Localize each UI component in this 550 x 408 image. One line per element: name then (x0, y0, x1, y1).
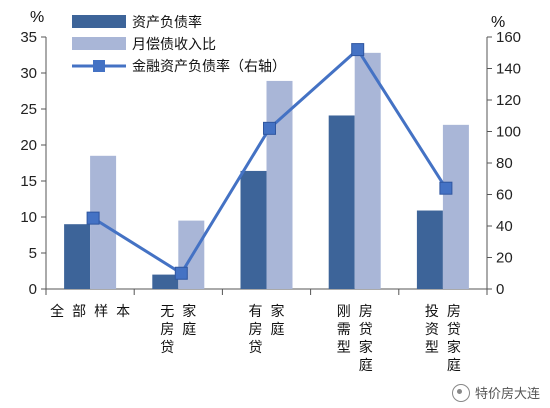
y-right-tick-label: 80 (496, 155, 513, 172)
x-category-label: 房 (359, 304, 373, 320)
x-category-label: 需 (337, 322, 351, 338)
y-right-tick-label: 160 (496, 29, 521, 46)
legend-label: 金融资产负债率（右轴） (132, 58, 286, 75)
y-right-tick-label: 100 (496, 124, 521, 141)
x-category-label: 庭 (359, 357, 373, 374)
y-left-tick-label: 15 (20, 173, 37, 190)
x-category-label: 刚 (337, 304, 351, 320)
bar-asset-liability (64, 224, 91, 289)
y-right-tick-label: 140 (496, 61, 521, 78)
x-category-label: 部 (72, 304, 86, 320)
y-left-tick-label: 10 (20, 209, 37, 226)
bar-asset-liability (328, 115, 355, 289)
x-category-label: 型 (425, 340, 439, 356)
watermark: 特价房大连 (451, 383, 540, 402)
x-category-label: 贷 (160, 340, 174, 356)
y-right-tick-label: 0 (496, 281, 504, 298)
wechat-icon (451, 383, 470, 402)
x-category-label: 庭 (271, 321, 285, 338)
x-category-label: 型 (337, 340, 351, 356)
line-marker (86, 211, 100, 225)
y-left-tick-label: 30 (20, 65, 37, 82)
x-category-label: 全 (50, 303, 64, 320)
x-category-label: 家 (182, 303, 196, 320)
x-category-label: 贷 (359, 322, 373, 338)
y-left-tick-label: 35 (20, 29, 37, 46)
x-category-label: 投 (425, 304, 439, 320)
bar-debt-service-ratio (442, 124, 469, 289)
x-category-label: 房 (249, 322, 263, 338)
y-left-tick-label: 20 (20, 137, 37, 154)
y-left-tick-label: 0 (29, 281, 37, 298)
y-right-tick-label: 20 (496, 250, 513, 267)
y-left-tick-label: 25 (20, 101, 37, 118)
legend-swatch (72, 15, 126, 28)
watermark-text: 特价房大连 (474, 387, 540, 402)
x-category-label: 家 (447, 339, 461, 356)
bar-debt-service-ratio (354, 52, 381, 290)
x-category-label: 有 (249, 304, 263, 320)
x-category-label: 样 (94, 304, 108, 320)
bar-asset-liability (416, 210, 443, 289)
bar-asset-liability (240, 170, 267, 289)
y-right-unit: % (491, 14, 505, 31)
line-marker (174, 266, 188, 280)
legend-label: 月偿债收入比 (132, 37, 216, 53)
legend-swatch-marker (93, 60, 105, 72)
x-category-label: 本 (116, 304, 130, 320)
x-category-label: 房 (447, 304, 461, 320)
legend-label: 资产负债率 (132, 14, 202, 31)
line-marker (263, 121, 276, 135)
x-category-label: 房 (160, 322, 174, 338)
bar-debt-service-ratio (266, 80, 293, 289)
x-category-label: 贷 (249, 340, 263, 356)
y-left-tick-label: 5 (29, 245, 37, 262)
x-category-label: 资 (425, 322, 439, 338)
x-category-label: 庭 (182, 321, 196, 338)
line-marker (351, 43, 365, 57)
y-right-tick-label: 120 (496, 92, 521, 109)
x-category-label: 家 (359, 339, 373, 356)
y-left-unit: % (30, 9, 44, 26)
x-category-label: 贷 (447, 322, 461, 338)
bar-asset-liability (152, 274, 179, 289)
y-right-tick-label: 60 (496, 187, 513, 204)
y-right-tick-label: 40 (496, 218, 513, 235)
x-category-label: 庭 (447, 357, 461, 374)
line-marker (439, 181, 453, 195)
x-category-label: 无 (160, 304, 174, 320)
legend-swatch (72, 37, 126, 50)
x-category-label: 家 (271, 303, 285, 320)
